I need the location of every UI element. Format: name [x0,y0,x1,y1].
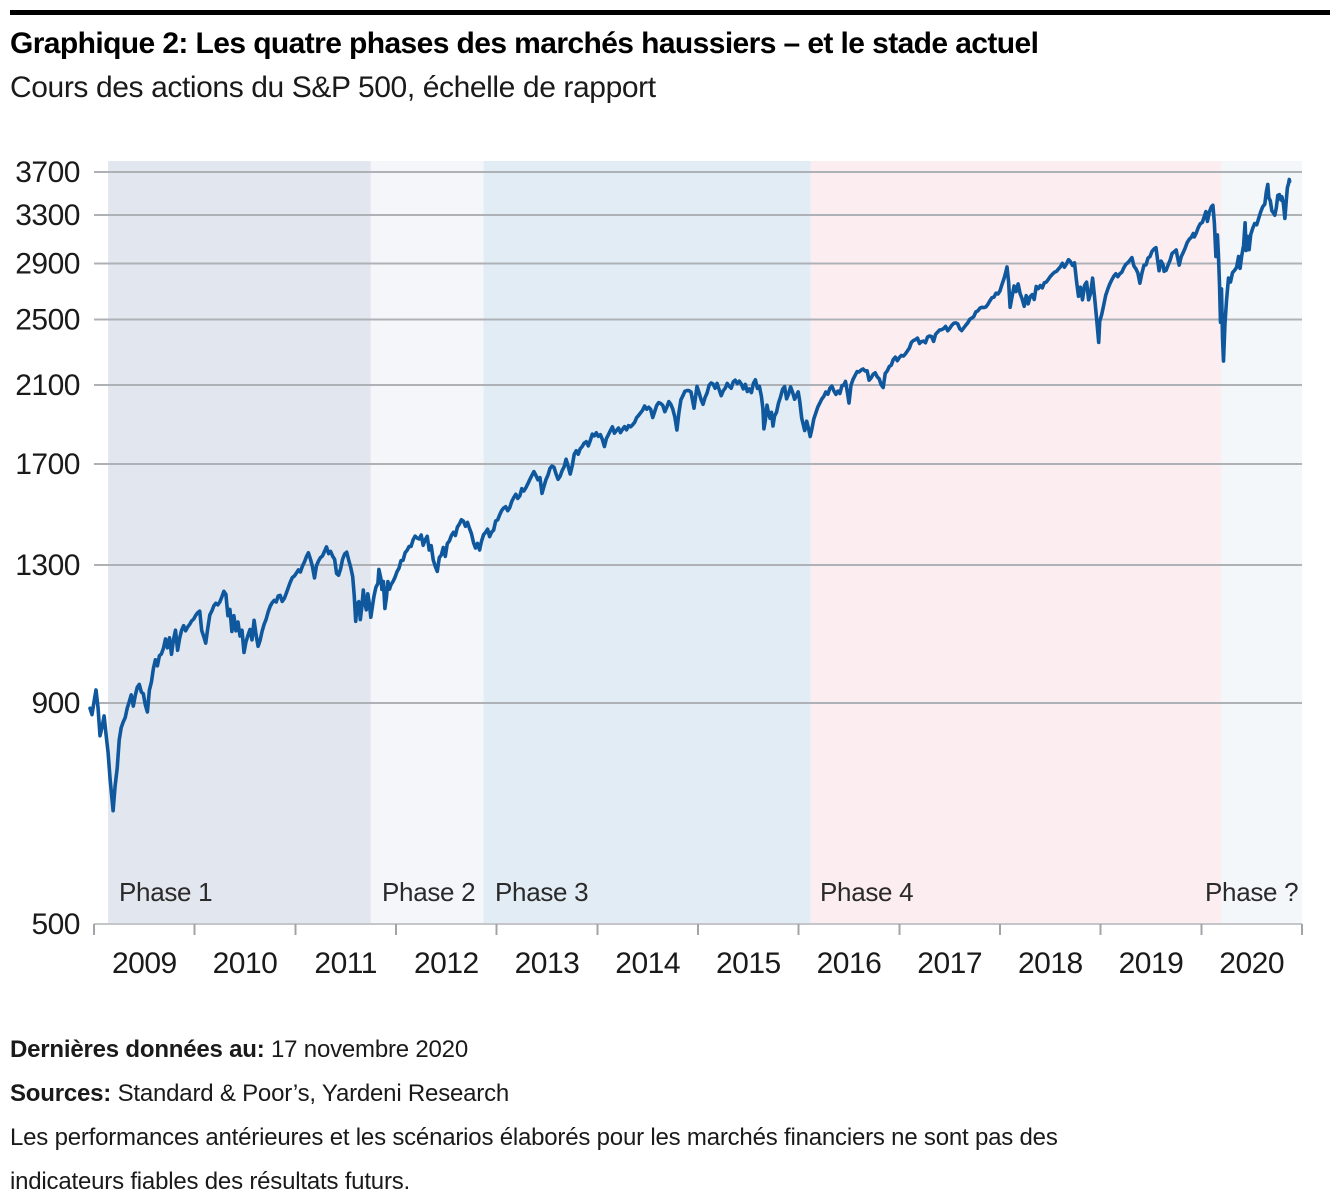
gridlines [94,171,1302,705]
last-data-value: 17 novembre 2020 [271,1036,468,1063]
last-data-line: Dernières données au: 17 novembre 2020 [10,1028,1058,1072]
phase-label-2: Phase 2 [382,877,475,907]
price-line-s-p-500 [88,177,1292,813]
x-label-2009: 2009 [112,947,177,980]
x-label-2012: 2012 [414,947,479,980]
phase-band-3 [483,161,811,924]
disclaimer-line-2: indicateurs fiables des résultats futurs… [10,1168,410,1195]
x-label-2010: 2010 [213,947,278,980]
x-label-2013: 2013 [515,947,580,980]
sources-label: Sources: [10,1080,112,1107]
x-label-2017: 2017 [917,947,982,980]
y-label-3300: 3300 [15,199,80,232]
y-label-1700: 1700 [15,448,80,481]
y-label-900: 900 [31,687,80,720]
x-label-2014: 2014 [615,947,680,980]
x-label-2019: 2019 [1119,947,1184,980]
chart-title: Graphique 2: Les quatre phases des march… [10,27,1039,60]
phase-band-4 [810,161,1222,924]
phase-label-1: Phase 1 [119,877,212,907]
phase-label-5: Phase ? [1205,877,1298,907]
sources-value: Standard & Poor’s, Yardeni Research [117,1080,510,1107]
last-data-label: Dernières données au: [10,1036,265,1063]
y-label-3700: 3700 [15,156,80,189]
y-axis-labels: 500 900 1300 1700 2100 2500 2900 3300 3700 [15,156,80,941]
sources-line: Sources: Standard & Poor’s, Yardeni Rese… [10,1072,1058,1116]
y-label-1300: 1300 [15,549,80,582]
phase-labels: Phase 1 Phase 2 Phase 3 Phase 4 Phase ? [119,877,1299,907]
x-label-2011: 2011 [314,947,377,980]
phase-bands [108,161,1302,924]
x-label-2016: 2016 [817,947,882,980]
phase-label-3: Phase 3 [495,877,588,907]
x-axis-labels: 2009 2010 2011 2012 2013 2014 2015 2016 2017 2018… [112,947,1285,980]
x-label-2018: 2018 [1018,947,1083,980]
disclaimer-line-1: Les performances antérieures et les scén… [10,1124,1058,1151]
phase-band-1 [108,161,371,924]
y-label-2900: 2900 [15,248,80,281]
y-label-2500: 2500 [15,303,80,336]
phase-band-5 [1221,161,1302,924]
x-label-2015: 2015 [716,947,781,980]
x-label-2020: 2020 [1219,947,1284,980]
y-label-500: 500 [31,908,80,941]
y-label-2100: 2100 [15,369,80,402]
top-rule [10,10,1330,15]
x-axis-ticks [93,924,1303,935]
chart-footnotes: Dernières données au: 17 novembre 2020 S… [10,1028,1058,1200]
chart-subtitle: Cours des actions du S&P 500, échelle de… [10,71,656,104]
phase-label-4: Phase 4 [820,877,913,907]
